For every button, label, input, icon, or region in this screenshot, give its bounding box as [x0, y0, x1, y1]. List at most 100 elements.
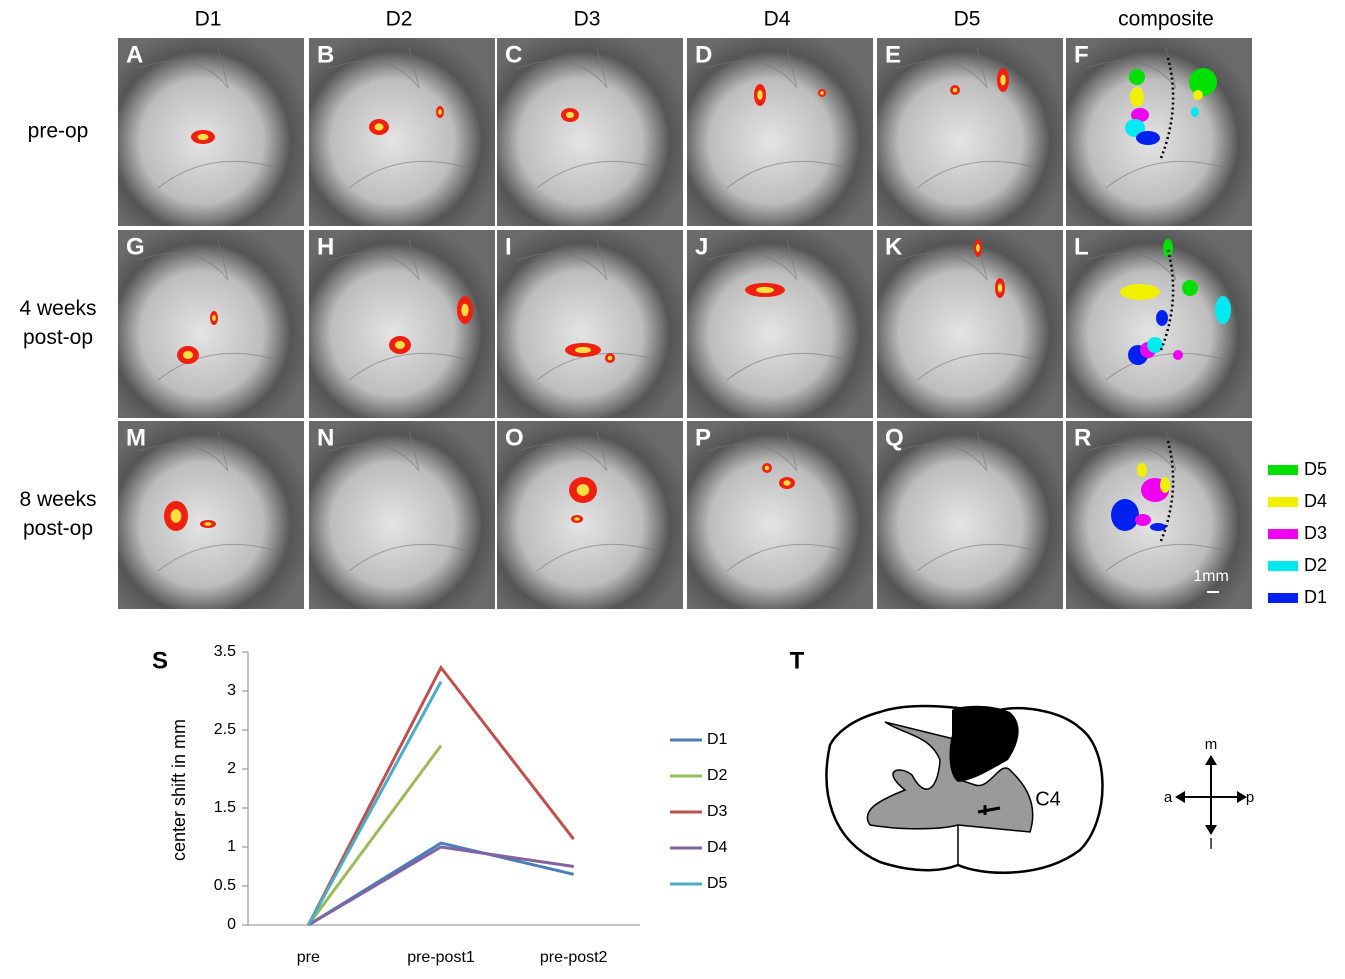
composite-blob — [1131, 108, 1149, 122]
activation-core — [756, 286, 774, 294]
image-grid: A B C D E F G H I J K L M N O P Q R D1 D2 D3 D4 D5 composite pre… — [19, 8, 1327, 609]
row-label: pre-op — [28, 120, 89, 143]
composite-blob — [1120, 284, 1160, 300]
legend-label: D1 — [1304, 587, 1327, 607]
composite-blob — [1129, 69, 1145, 85]
column-header: D1 — [195, 8, 222, 31]
panel-letter: Q — [885, 424, 904, 451]
activation-core — [952, 87, 958, 93]
composite-blob — [1215, 296, 1231, 324]
tissue-image — [118, 421, 304, 609]
series-line — [307, 845, 574, 927]
compass-label: l — [1209, 836, 1212, 853]
y-tick-label: 0.5 — [214, 877, 236, 894]
tissue-vessels — [706, 47, 848, 189]
compass-label: m — [1205, 736, 1218, 753]
activation-core — [183, 350, 193, 360]
series-line — [307, 841, 575, 927]
composite-blob — [1163, 239, 1173, 257]
y-tick-label: 1.5 — [214, 799, 236, 816]
activation-core — [1000, 74, 1006, 86]
spinal-diagram: T C4 m a p l — [790, 647, 1254, 874]
panel-letter: D — [695, 41, 712, 68]
composite-blob — [1147, 337, 1163, 353]
grey-matter — [866, 721, 1034, 833]
activation-core — [212, 314, 216, 322]
y-tick-label: 3 — [227, 682, 236, 699]
panel-letter: B — [317, 41, 334, 68]
panel-letter: I — [505, 233, 512, 260]
y-tick-label: 3.5 — [214, 643, 236, 660]
panel-letter: K — [885, 233, 903, 260]
panel-letter: R — [1074, 424, 1091, 451]
compass-cross — [1180, 760, 1242, 830]
composite-blob — [1193, 90, 1203, 100]
tissue-vessels — [706, 239, 848, 381]
legend-label: D4 — [1304, 491, 1327, 511]
activation-core — [574, 517, 580, 521]
tissue-image — [497, 38, 683, 226]
tissue-image — [118, 230, 304, 418]
panel-letter: S — [152, 647, 168, 674]
row-label: post-op — [23, 517, 93, 540]
activation-core — [374, 123, 384, 131]
composite-blob — [1130, 87, 1144, 107]
activation-core — [438, 109, 442, 115]
legend-swatch — [1268, 497, 1298, 507]
activation-core — [197, 133, 209, 141]
activation-core — [997, 283, 1003, 293]
panel-letter: O — [505, 424, 524, 451]
panel-letter: C — [505, 41, 522, 68]
row-label: 8 weeks — [19, 488, 96, 511]
y-tick-label: 0 — [227, 916, 236, 933]
activation-core — [574, 346, 592, 354]
scale-bar-label: 1mm — [1193, 568, 1229, 585]
column-header: D2 — [386, 8, 413, 31]
tissue-vessels — [896, 430, 1038, 572]
tissue-vessels — [896, 47, 1038, 189]
segment-label: C4 — [1035, 788, 1061, 810]
legend-label: D1 — [707, 731, 728, 748]
y-axis-title: center shift in mm — [169, 719, 189, 861]
legend-label: D3 — [1304, 523, 1327, 543]
composite-blob — [1111, 499, 1139, 531]
legend-label: D2 — [1304, 555, 1327, 575]
tissue-vessels — [516, 47, 658, 189]
panel-letter: A — [126, 41, 143, 68]
tissue-image — [497, 421, 683, 609]
tissue-image — [309, 38, 495, 226]
panel-letter: P — [695, 424, 711, 451]
tissue-image — [877, 421, 1063, 609]
panel-letter: E — [885, 41, 901, 68]
series-line — [307, 744, 443, 926]
x-tick-label: pre-post1 — [407, 949, 475, 966]
tissue-image — [1066, 38, 1252, 226]
tissue-vessels — [137, 47, 279, 189]
canal — [977, 805, 1001, 815]
legend-swatch — [1268, 529, 1298, 539]
activation-core — [461, 303, 469, 317]
legend-swatch — [1268, 561, 1298, 571]
tissue-image — [877, 230, 1063, 418]
column-header: D3 — [574, 8, 601, 31]
y-tick-label: 1 — [227, 838, 236, 855]
activation-core — [757, 90, 763, 100]
composite-blob — [1191, 107, 1199, 117]
y-tick-label: 2 — [227, 760, 236, 777]
composite-blob — [1137, 463, 1147, 477]
composite-blob — [1160, 477, 1170, 493]
panel-letter: L — [1074, 233, 1089, 260]
series-line — [307, 680, 443, 926]
panel-letter: F — [1074, 41, 1089, 68]
lesion — [949, 705, 1019, 782]
tissue-image — [309, 421, 495, 609]
column-header: D4 — [764, 8, 791, 31]
border-line — [1159, 249, 1175, 351]
tissue-image — [877, 38, 1063, 226]
composite-blob — [1136, 131, 1160, 145]
legend-label: D3 — [707, 803, 728, 820]
tissue-image — [1066, 421, 1252, 609]
row-label: post-op — [23, 326, 93, 349]
